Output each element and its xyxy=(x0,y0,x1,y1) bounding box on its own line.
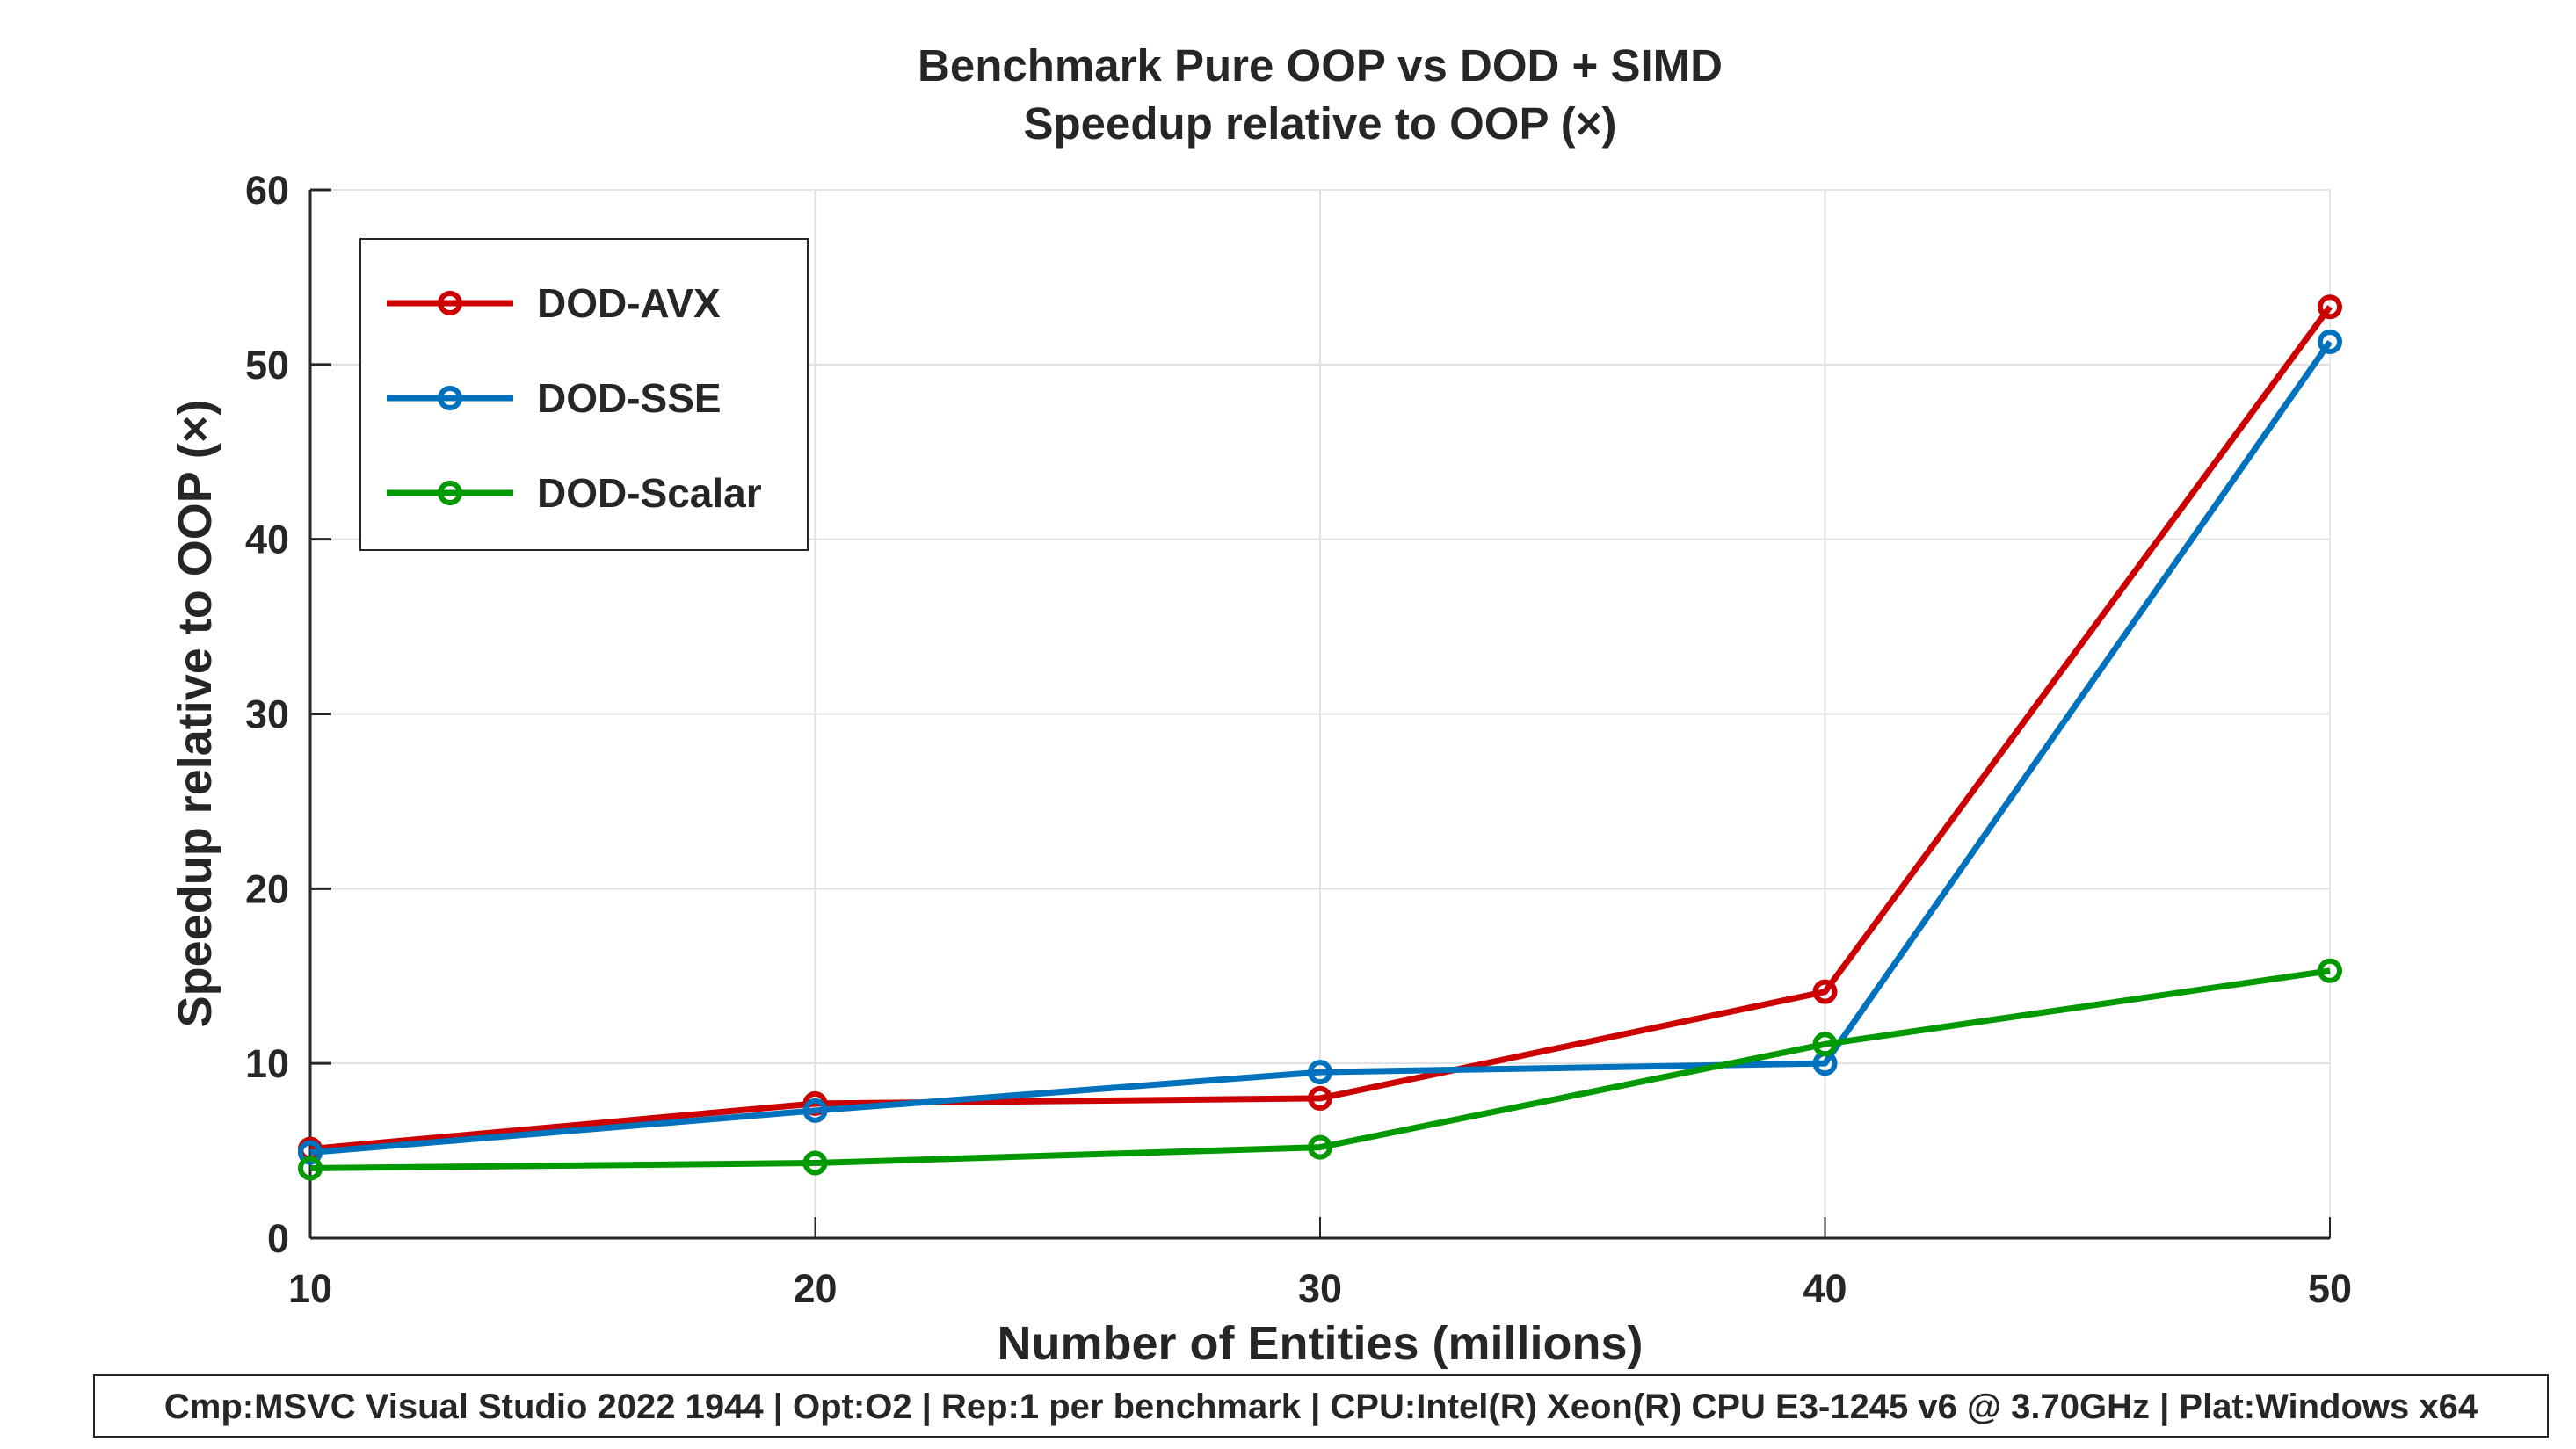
series-line xyxy=(309,305,2333,1153)
legend-label: DOD-AVX xyxy=(537,280,721,326)
data-point xyxy=(802,1098,828,1123)
data-point xyxy=(298,1156,323,1181)
ticks: 10 20 30 40 50 0 10 20 30 40 50 60 xyxy=(245,168,2352,1311)
x-axis-label: Number of Entities (millions) xyxy=(997,1317,1643,1370)
legend-marker xyxy=(438,481,462,505)
x-tick-label: 40 xyxy=(1803,1266,1847,1311)
x-tick-label: 50 xyxy=(2308,1266,2352,1311)
chart-subtitle: Speedup relative to OOP (×) xyxy=(1024,98,1617,149)
legend-marker xyxy=(438,386,462,410)
data-point xyxy=(1308,1134,1332,1160)
y-axis-label: Speedup relative to OOP (×) xyxy=(169,400,221,1028)
x-tick-label: 20 xyxy=(793,1266,837,1311)
data-point xyxy=(1812,979,1838,1004)
data-point xyxy=(2318,958,2342,983)
y-tick-label: 20 xyxy=(245,866,289,911)
y-tick-label: 60 xyxy=(245,168,289,213)
data-point xyxy=(802,1150,828,1176)
y-tick-label: 30 xyxy=(245,692,289,737)
data-point xyxy=(1812,1032,1838,1057)
legend-marker xyxy=(438,291,462,315)
legend-item: DOD-AVX xyxy=(387,280,721,326)
y-tick-label: 50 xyxy=(245,343,289,388)
footer-text: Cmp:MSVC Visual Studio 2022 1944 | Opt:O… xyxy=(164,1387,2478,1426)
footer-box xyxy=(93,1374,2549,1438)
x-tick-label: 10 xyxy=(288,1266,332,1311)
series-dod-scalar xyxy=(298,958,2342,1181)
legend-label: DOD-Scalar xyxy=(537,470,762,516)
data-point xyxy=(2318,294,2342,320)
data-point xyxy=(1308,1085,1332,1111)
y-tick-label: 40 xyxy=(245,518,289,562)
legend-label: DOD-SSE xyxy=(537,375,722,421)
data-point xyxy=(298,1140,323,1165)
data-point xyxy=(1308,1060,1332,1085)
y-tick-label: 10 xyxy=(245,1041,289,1086)
data-point xyxy=(2318,329,2342,354)
series-line xyxy=(309,339,2333,1156)
y-tick-label: 0 xyxy=(267,1216,289,1261)
legend: DOD-AVX DOD-SSE DOD-Scalar xyxy=(359,238,809,551)
x-tick-label: 30 xyxy=(1298,1266,1342,1311)
legend-item: DOD-SSE xyxy=(387,375,722,421)
chart-title: Benchmark Pure OOP vs DOD + SIMD xyxy=(918,40,1723,91)
legend-item: DOD-Scalar xyxy=(387,470,762,516)
series-line xyxy=(309,967,2331,1171)
series-group xyxy=(298,294,2342,1181)
legend-box xyxy=(359,238,809,551)
